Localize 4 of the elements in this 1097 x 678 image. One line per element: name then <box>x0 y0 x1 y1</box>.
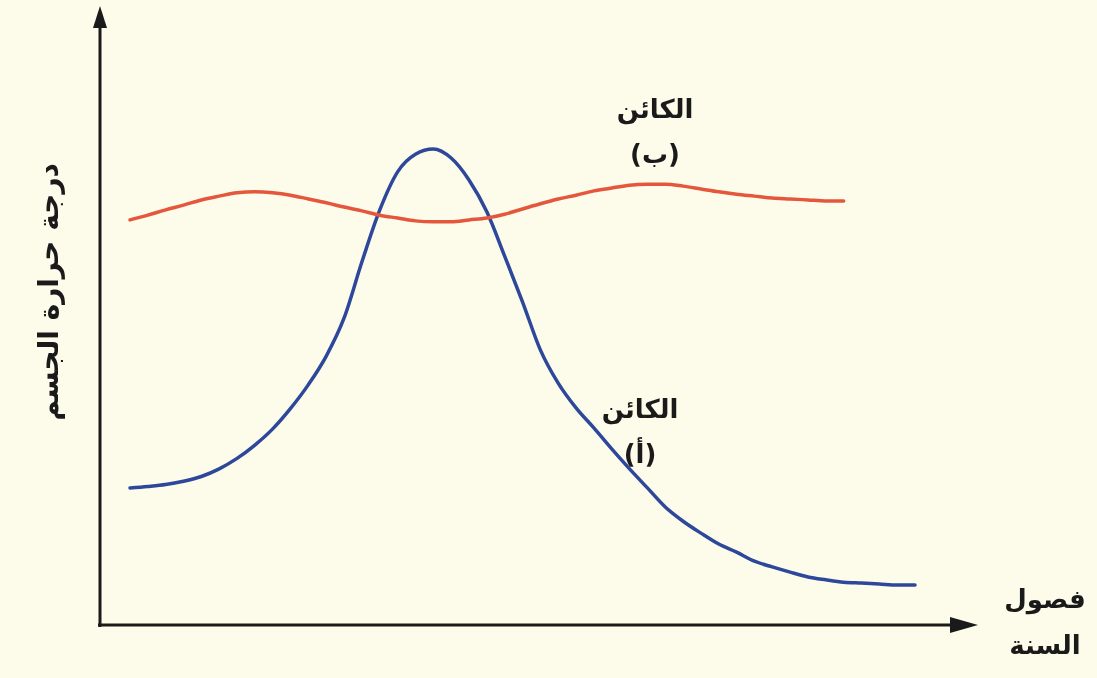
y-axis-title: درجة حرارة الجسم <box>32 163 65 421</box>
x-axis-title: فصول السنة <box>1004 584 1086 660</box>
series-label: الكائن (ب) <box>616 94 694 169</box>
series-label: الكائن (أ) <box>601 394 679 469</box>
